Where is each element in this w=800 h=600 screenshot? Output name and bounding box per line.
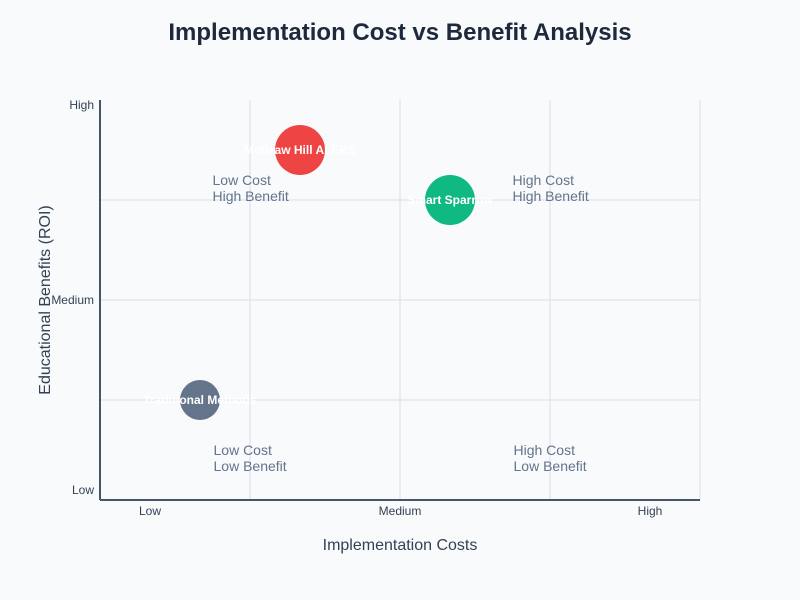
y-tick-label: Medium	[51, 293, 94, 307]
x-tick-label: High	[638, 504, 663, 518]
chart-title: Implementation Cost vs Benefit Analysis	[168, 19, 631, 46]
quadrant-label-line2: High Benefit	[213, 188, 289, 204]
data-points: McGraw Hill ALEKS Smart Sparrow Traditiona…	[143, 125, 493, 420]
y-ticks: Low Medium High	[51, 98, 94, 497]
data-point-marker	[275, 125, 325, 175]
data-point-label: Smart Sparrow	[407, 193, 493, 207]
grid	[100, 100, 701, 500]
data-point-label: Traditional Methods	[143, 393, 257, 407]
data-point: Smart Sparrow	[407, 175, 493, 225]
data-point-label: McGraw Hill ALEKS	[244, 143, 356, 157]
y-tick-label: Low	[72, 483, 94, 497]
quadrant-label-line2: Low Benefit	[514, 458, 587, 474]
y-axis-label: Educational Benefits (ROI)	[37, 205, 54, 394]
x-tick-label: Medium	[379, 504, 422, 518]
data-point-marker	[425, 175, 475, 225]
quadrant-label-line1: High Cost	[513, 172, 575, 188]
axes	[99, 100, 700, 501]
quadrant-label-line1: Low Cost	[213, 172, 271, 188]
quadrant-label-line2: Low Benefit	[214, 458, 287, 474]
quadrant-label-line1: Low Cost	[214, 442, 272, 458]
quadrant-label-line2: High Benefit	[513, 188, 589, 204]
x-ticks: Low Medium High	[139, 504, 662, 518]
quadrant-label-line1: High Cost	[514, 442, 576, 458]
data-point: McGraw Hill ALEKS	[244, 125, 356, 175]
x-axis-label: Implementation Costs	[323, 537, 478, 554]
data-point-marker	[180, 380, 220, 420]
x-tick-label: Low	[139, 504, 161, 518]
data-point: Traditional Methods	[143, 380, 257, 420]
y-tick-label: High	[69, 98, 94, 112]
